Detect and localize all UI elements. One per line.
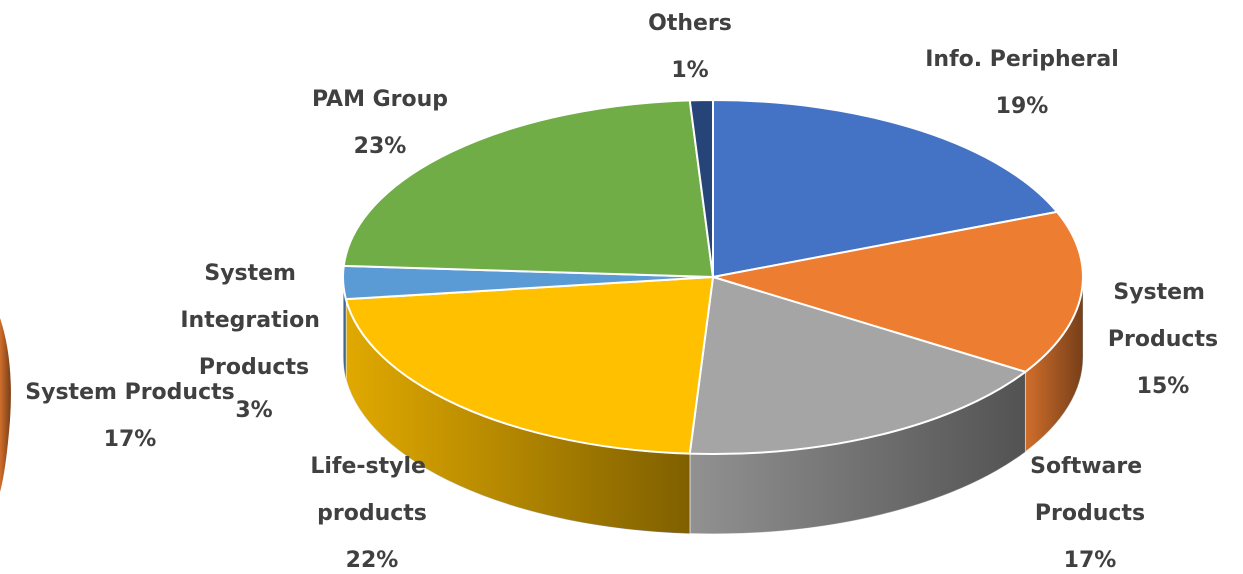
value-label: 22% [346,548,399,573]
category-label: System Products [1108,280,1218,352]
category-label: Software Products [1030,454,1150,526]
slice-side-shade [345,299,690,534]
slice-side-shade [0,318,11,492]
value-label: 19% [996,94,1049,119]
slice [712,98,1059,279]
value-label: 17% [104,427,157,452]
value-label: 15% [1137,374,1190,399]
category-label: PAM Group [312,87,448,112]
slice-side-shade [1025,277,1084,452]
slice [712,210,1084,373]
slice [342,99,715,279]
slice [688,98,714,278]
value-label: 17% [1064,548,1117,573]
slice-side-shade [343,277,346,380]
value-label: 1% [671,58,708,83]
value-label: 3% [235,398,272,423]
slice-side-shade [689,371,1026,535]
slice [688,275,1028,455]
category-label: Life-style products [310,454,433,526]
slice [344,275,715,455]
category-label: Info. Peripheral [925,47,1119,72]
category-label: System Integration Products [180,261,327,380]
value-label: 23% [354,134,407,159]
category-label: Others [648,11,732,36]
category-label: System Products [25,380,234,405]
